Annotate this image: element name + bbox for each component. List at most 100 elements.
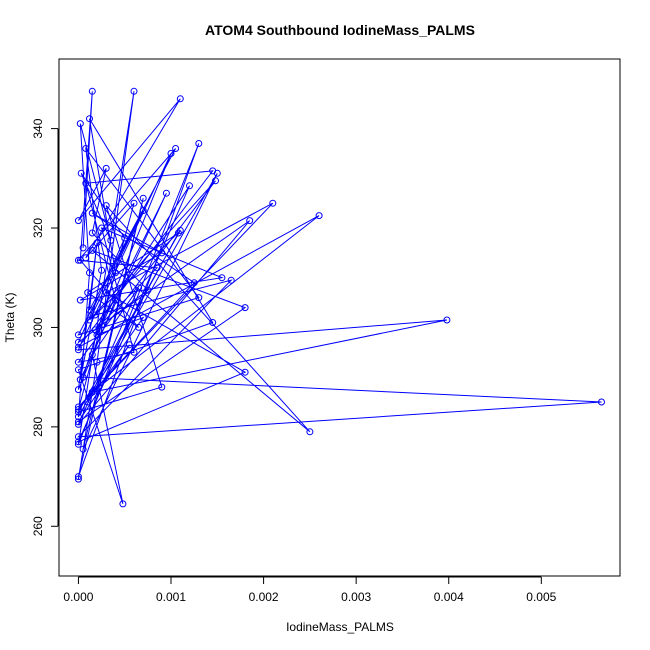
series-line <box>77 91 602 505</box>
data-point <box>144 286 152 294</box>
data-point <box>227 276 235 284</box>
x-tick-label: 0.001 <box>156 590 186 604</box>
data-point <box>76 376 84 384</box>
x-axis: 0.000 0.001 0.002 0.003 0.004 0.005 <box>63 576 557 604</box>
data-point <box>315 212 323 220</box>
data-point <box>74 418 82 426</box>
data-point <box>195 294 203 302</box>
data-point <box>74 420 82 428</box>
data-point <box>74 408 82 416</box>
data-point <box>84 398 92 406</box>
data-point <box>74 346 82 354</box>
data-point <box>209 319 217 326</box>
data-point <box>74 256 82 264</box>
data-point <box>112 269 119 277</box>
x-axis-label: IodineMass_PALMS <box>286 620 394 634</box>
data-point <box>190 279 198 287</box>
data-point <box>98 266 106 274</box>
series-layer <box>74 87 605 508</box>
x-tick-label: 0.002 <box>249 590 279 604</box>
data-point <box>306 428 314 436</box>
data-point <box>82 179 90 187</box>
x-tick-label: 0.000 <box>63 590 93 604</box>
y-tick-label: 280 <box>31 417 45 437</box>
data-point <box>74 331 82 339</box>
data-point <box>88 388 96 396</box>
data-point <box>88 87 96 95</box>
data-point <box>74 433 82 441</box>
x-tick-label: 0.003 <box>341 590 371 604</box>
data-point <box>135 284 143 292</box>
data-point <box>76 256 84 264</box>
x-tick-label: 0.004 <box>434 590 464 604</box>
data-point <box>102 202 110 210</box>
data-point <box>241 304 249 312</box>
data-point <box>74 473 82 481</box>
data-point <box>93 358 101 366</box>
data-point <box>88 246 96 254</box>
data-point <box>119 500 127 508</box>
data-point <box>130 87 138 95</box>
data-point <box>162 189 170 197</box>
y-tick-label: 340 <box>31 118 45 138</box>
data-point <box>186 182 193 190</box>
data-point <box>79 244 87 252</box>
data-point <box>74 366 82 374</box>
data-point <box>82 145 90 152</box>
data-point <box>88 351 96 359</box>
y-tick-label: 300 <box>31 317 45 337</box>
data-point <box>158 249 166 257</box>
data-point <box>443 316 451 324</box>
data-point <box>246 217 254 225</box>
data-point <box>77 169 85 177</box>
data-point <box>98 321 106 329</box>
data-point <box>112 296 119 304</box>
data-point <box>158 383 166 391</box>
y-axis-label: Theta (K) <box>3 292 17 342</box>
data-point <box>598 398 605 406</box>
data-point <box>82 254 90 262</box>
data-point <box>130 348 138 356</box>
data-point <box>174 229 182 237</box>
data-point <box>79 445 87 453</box>
data-point <box>176 95 184 103</box>
data-point <box>139 194 147 202</box>
data-point <box>172 145 180 152</box>
data-point <box>74 338 82 346</box>
data-point <box>86 269 93 277</box>
data-point <box>93 239 101 247</box>
data-point <box>135 323 143 331</box>
data-point <box>241 368 249 376</box>
data-point <box>212 177 219 185</box>
data-point <box>98 224 106 232</box>
data-point <box>102 164 110 172</box>
data-point <box>74 440 82 448</box>
data-point <box>195 140 203 147</box>
data-point <box>209 167 217 175</box>
data-point <box>76 120 84 128</box>
chart-title: ATOM4 Southbound IodineMass_PALMS <box>205 22 475 38</box>
data-point <box>130 199 138 207</box>
data-point <box>91 311 99 319</box>
data-point <box>218 274 226 282</box>
data-point <box>153 264 161 272</box>
data-point <box>74 343 82 351</box>
data-point <box>74 386 82 394</box>
plot-frame <box>58 58 621 577</box>
data-point <box>74 413 82 421</box>
data-point <box>74 438 82 446</box>
data-point <box>74 217 82 225</box>
data-point <box>93 331 101 339</box>
data-point <box>121 234 129 242</box>
data-point <box>86 316 93 324</box>
data-point <box>88 209 96 217</box>
data-point <box>139 314 147 321</box>
data-point <box>74 406 82 413</box>
data-point <box>76 296 84 304</box>
data-point <box>125 341 133 349</box>
data-point <box>74 358 82 366</box>
data-point <box>167 150 175 157</box>
data-point <box>102 289 110 297</box>
data-point <box>74 403 82 411</box>
